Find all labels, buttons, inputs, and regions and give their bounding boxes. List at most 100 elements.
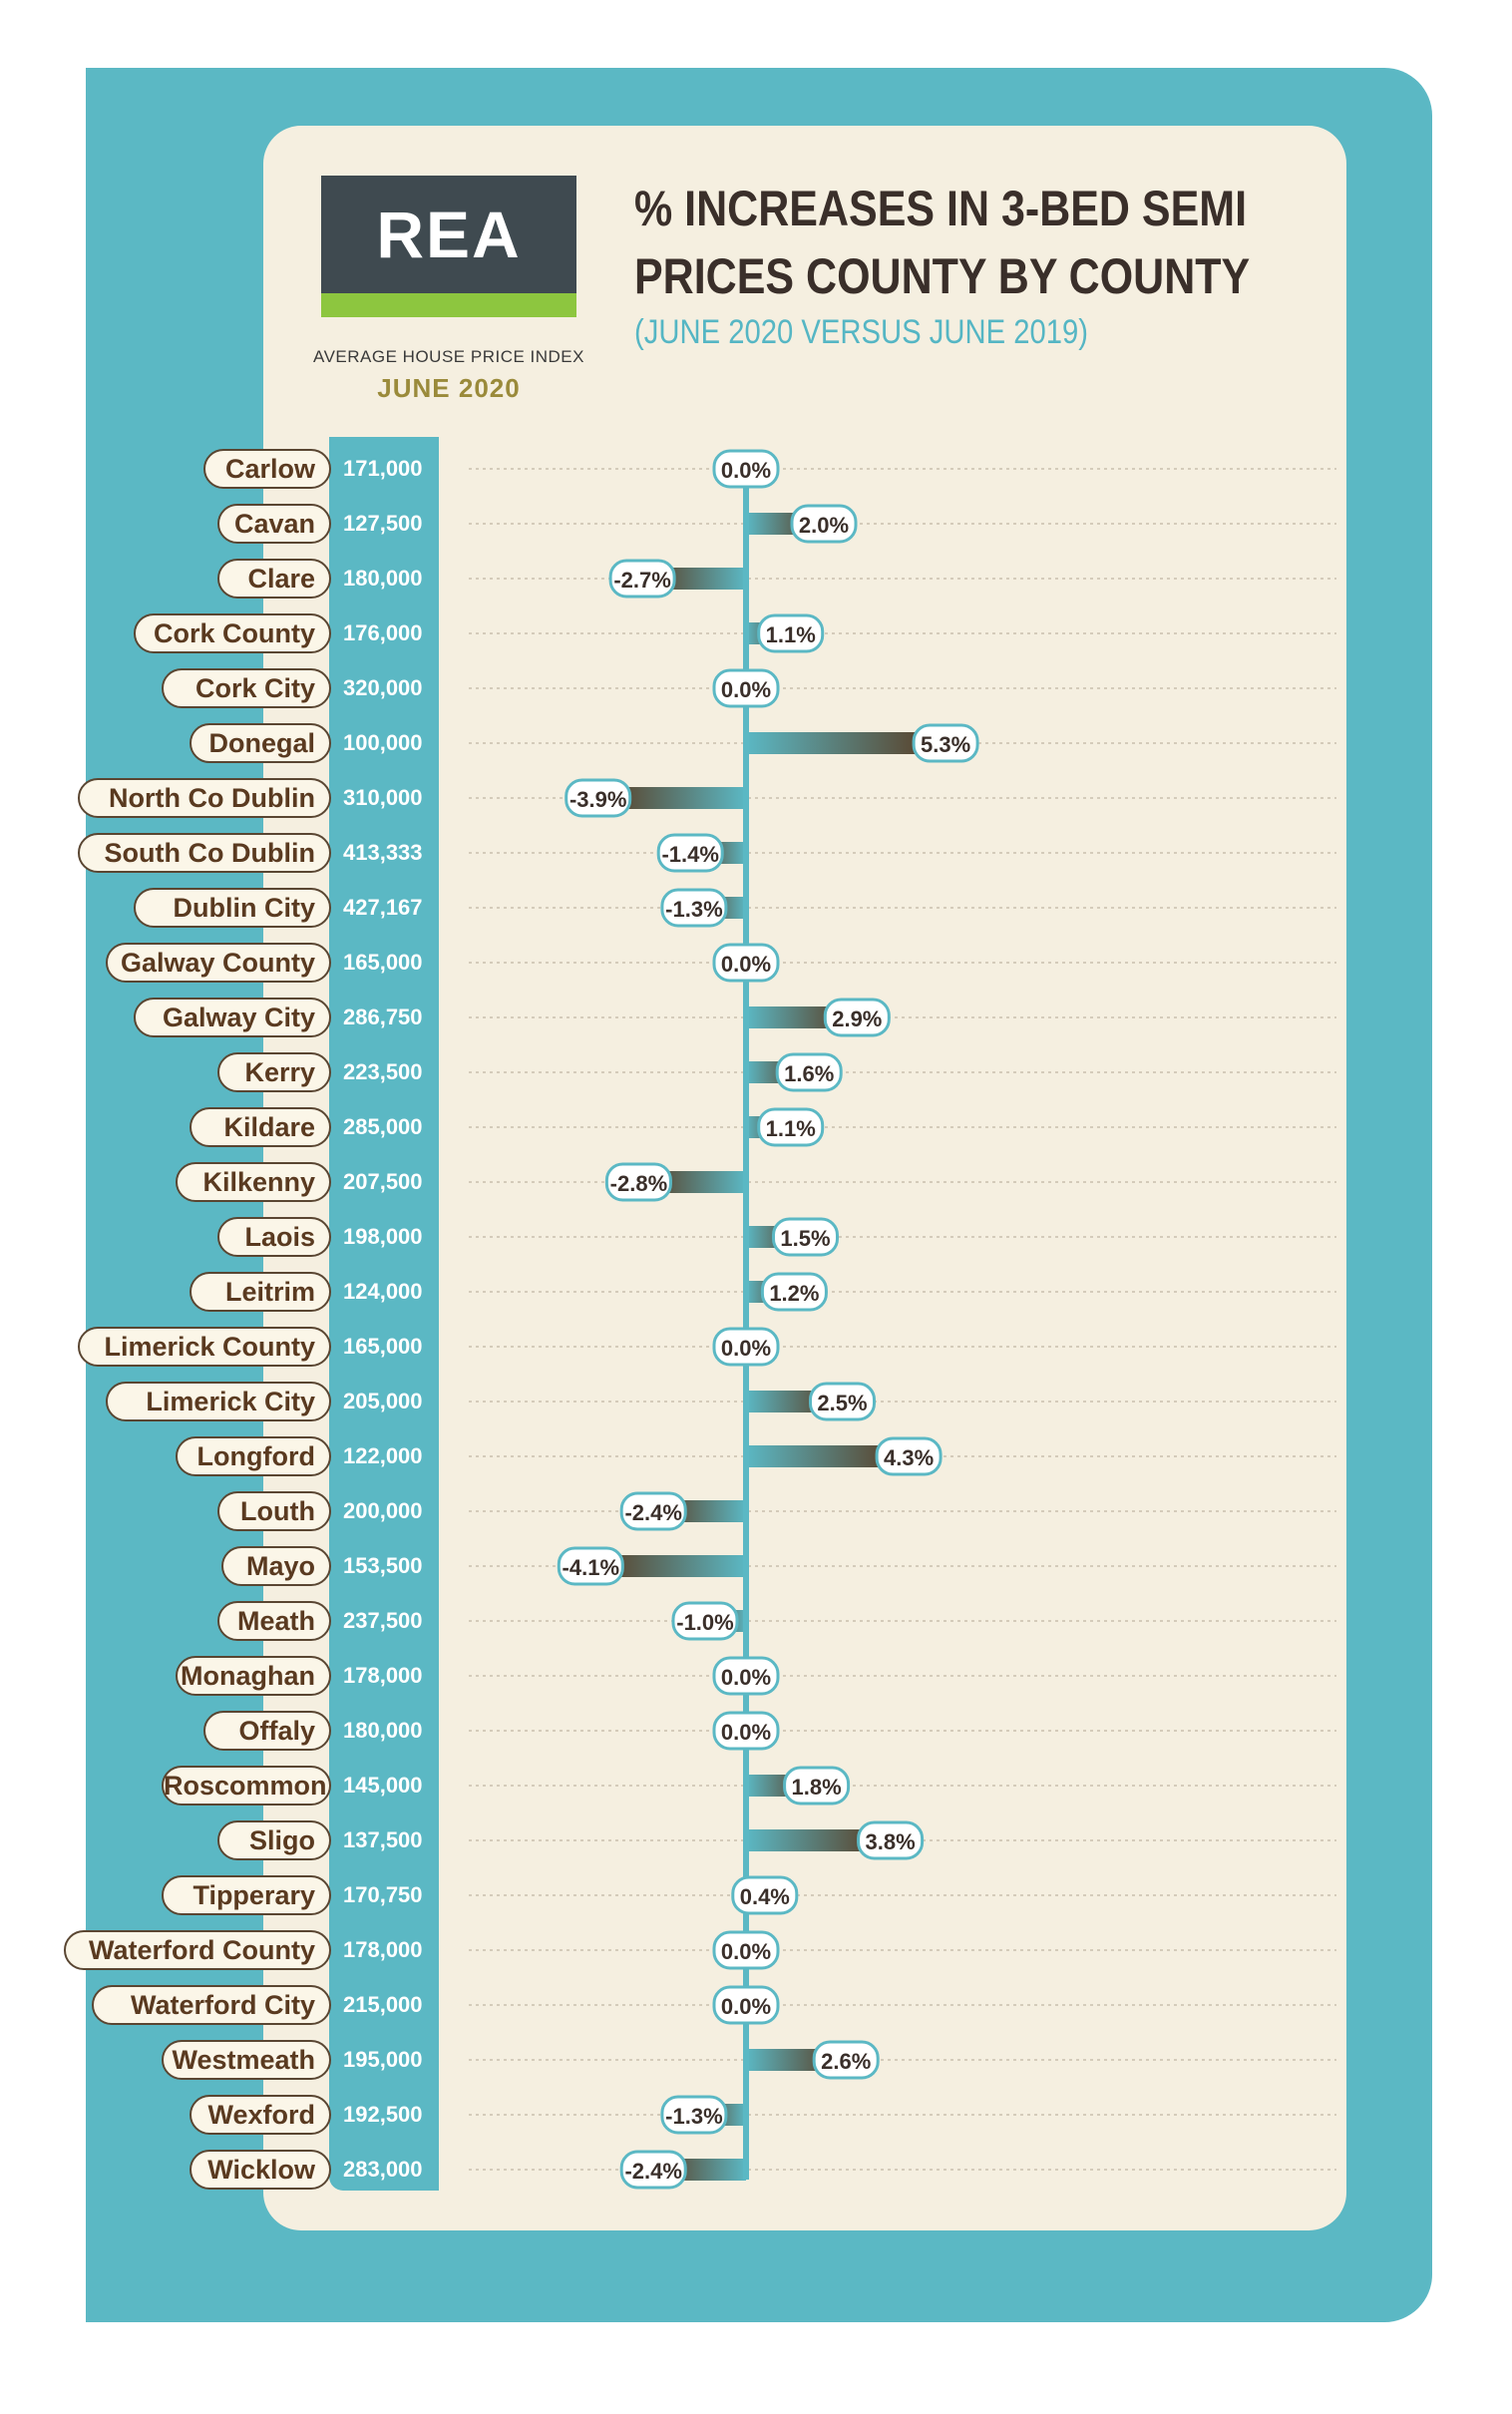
data-label-bubble <box>712 1711 780 1751</box>
county-label: Waterford City <box>92 1985 331 2025</box>
county-price: 145,000 <box>343 1773 423 1798</box>
data-label-bubble <box>775 1052 843 1092</box>
data-label: -2.4% <box>624 1500 681 1525</box>
data-label: 4.3% <box>884 1445 934 1470</box>
county-label: Kilkenny <box>176 1162 331 1202</box>
data-label: 0.0% <box>721 1939 771 1964</box>
data-label-bubble <box>772 1217 839 1257</box>
county-label: Galway County <box>106 943 331 983</box>
county-price: 137,500 <box>343 1827 423 1852</box>
county-label: Limerick City <box>106 1382 331 1421</box>
bar <box>746 1829 887 1851</box>
data-label: -4.1% <box>563 1555 619 1580</box>
data-label: -1.3% <box>665 897 722 922</box>
county-label: Louth <box>217 1491 331 1531</box>
data-label: 1.1% <box>766 622 816 647</box>
logo-text: REA <box>376 198 522 271</box>
county-label: Monaghan <box>176 1656 331 1696</box>
bar <box>746 1445 906 1467</box>
county-label: Longford <box>176 1436 331 1476</box>
data-label: 2.0% <box>799 513 849 538</box>
data-label: 2.9% <box>832 1006 882 1031</box>
county-price: 153,500 <box>343 1553 423 1578</box>
data-label-bubble <box>604 1162 672 1202</box>
data-label: 2.5% <box>817 1391 867 1415</box>
county-label: Leitrim <box>189 1272 331 1312</box>
county-price: 283,000 <box>343 2157 423 2182</box>
chart-subtitle: (JUNE 2020 VERSUS JUNE 2019) <box>634 313 1089 351</box>
data-label-bubble <box>712 449 780 489</box>
data-label-bubble <box>809 1382 876 1421</box>
gridlines <box>469 468 1336 2171</box>
county-price: 285,000 <box>343 1114 423 1139</box>
data-labels: 0.0% 2.0% -2.7% 1.1% 0.0% 5.3% -3.9% -1.4% -1.3%… <box>557 449 979 2190</box>
county-price: 207,500 <box>343 1169 423 1194</box>
county-label: Clare <box>217 559 331 599</box>
county-label: Kerry <box>217 1052 331 1092</box>
data-label: 0.4% <box>740 1884 790 1909</box>
data-label: -2.4% <box>624 2159 681 2184</box>
county-label: Cork City <box>162 668 331 708</box>
data-label: 1.2% <box>769 1281 819 1306</box>
data-label: -1.0% <box>676 1610 733 1635</box>
county-label: Tipperary <box>162 1875 331 1915</box>
data-label-bubble <box>823 998 891 1037</box>
county-price: 200,000 <box>343 1498 423 1523</box>
county-price: 178,000 <box>343 1937 423 1962</box>
county-price: 198,000 <box>343 1224 423 1249</box>
county-price: 195,000 <box>343 2047 423 2072</box>
county-label: Limerick County <box>78 1327 331 1367</box>
data-label-bubble <box>608 559 676 599</box>
county-price: 127,500 <box>343 511 423 536</box>
data-label-bubble <box>731 1875 799 1915</box>
data-label: 0.0% <box>721 1665 771 1690</box>
county-price: 205,000 <box>343 1389 423 1413</box>
chart-title-line-2: PRICES COUNTY BY COUNTY <box>634 248 1251 304</box>
data-label-bubble <box>712 1985 780 2025</box>
data-label-bubble <box>557 1546 624 1586</box>
bar <box>601 787 746 809</box>
county-label: Galway City <box>134 998 331 1037</box>
county-price: 100,000 <box>343 730 423 755</box>
county-price: 413,333 <box>343 840 423 865</box>
county-price: 165,000 <box>343 950 423 975</box>
county-label: Mayo <box>221 1546 331 1586</box>
county-price: 237,500 <box>343 1608 423 1633</box>
data-label: 0.0% <box>721 952 771 977</box>
data-label-bubble <box>783 1766 851 1806</box>
data-label-bubble <box>875 1436 943 1476</box>
data-label-bubble <box>712 1656 780 1696</box>
data-label: -3.9% <box>569 787 626 812</box>
data-label-bubble <box>912 723 979 763</box>
data-label-bubble <box>812 2040 880 2080</box>
data-label: 0.0% <box>721 458 771 483</box>
county-label: Sligo <box>217 1820 331 1860</box>
county-price: 192,500 <box>343 2102 423 2127</box>
county-label: Offaly <box>203 1711 331 1751</box>
rea-logo: REA <box>321 176 576 317</box>
data-label-bubble <box>712 943 780 983</box>
data-label: -1.4% <box>661 842 718 867</box>
county-price: 215,000 <box>343 1992 423 2017</box>
county-label: Laois <box>217 1217 331 1257</box>
data-label: -2.7% <box>613 568 670 593</box>
data-label: 3.8% <box>866 1829 916 1854</box>
bar <box>746 732 943 754</box>
county-label: Roscommon <box>162 1766 331 1806</box>
county-price: 124,000 <box>343 1279 423 1304</box>
logo-dark-block <box>321 176 576 293</box>
data-label-bubble <box>760 1272 828 1312</box>
data-label: 0.0% <box>721 1720 771 1745</box>
data-label-bubble <box>656 833 724 873</box>
data-label-bubble <box>757 613 825 653</box>
data-label: 0.0% <box>721 1336 771 1361</box>
county-label: Kildare <box>189 1107 331 1147</box>
data-label: -1.3% <box>665 2104 722 2129</box>
data-label: -2.8% <box>610 1171 667 1196</box>
county-label: Dublin City <box>134 888 331 928</box>
data-label-bubble <box>671 1601 739 1641</box>
county-label: Cavan <box>217 504 331 544</box>
county-price: 165,000 <box>343 1334 423 1359</box>
data-label-bubble <box>619 1491 687 1531</box>
